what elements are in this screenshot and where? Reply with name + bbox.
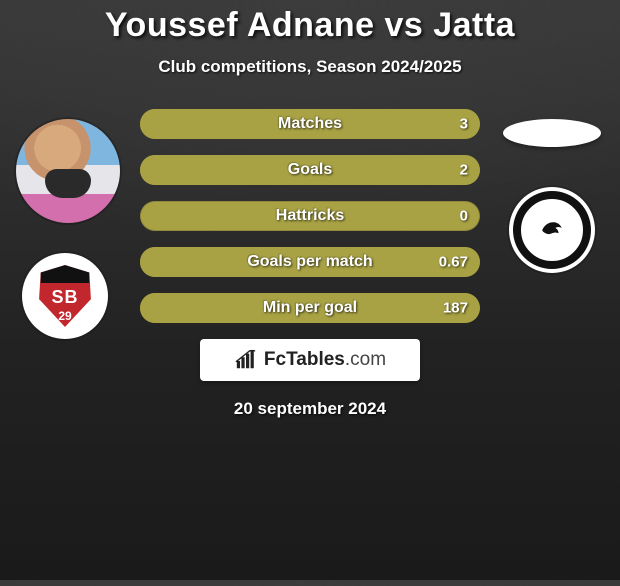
brand-text: FcTables.com <box>264 349 386 371</box>
bar-chart-icon <box>234 349 258 371</box>
left-club-code: SB <box>38 287 92 308</box>
right-club-badge <box>509 187 595 273</box>
left-player-column: SB 29 <box>8 109 128 339</box>
left-club-shield-icon: SB 29 <box>38 265 92 327</box>
stat-label: Matches <box>278 115 342 133</box>
brand-suffix: .com <box>345 349 386 370</box>
stat-row: Min per goal 187 <box>140 293 480 323</box>
stat-row: Matches 3 <box>140 109 480 139</box>
stat-rows: Matches 3 Goals 2 Hattricks 0 Goals per match 0… <box>140 109 480 323</box>
left-club-badge: SB 29 <box>22 253 108 339</box>
right-player-photo <box>503 119 601 147</box>
stat-row: Goals 2 <box>140 155 480 185</box>
brand-box: FcTables.com <box>200 339 420 381</box>
stat-label: Goals per match <box>247 253 372 271</box>
page-subtitle: Club competitions, Season 2024/2025 <box>0 57 620 77</box>
stat-row: Hattricks 0 <box>140 201 480 231</box>
stat-value-right: 187 <box>443 300 468 317</box>
stat-label: Min per goal <box>263 299 357 317</box>
left-player-photo <box>16 119 120 223</box>
page-title: Youssef Adnane vs Jatta <box>0 6 620 45</box>
comparison-panel: SB 29 Matches 3 Goals 2 Hattricks 0 Goals per … <box>0 109 620 381</box>
stat-label: Goals <box>288 161 332 179</box>
stat-value-right: 3 <box>460 116 468 133</box>
brand-main: FcTables <box>264 349 345 370</box>
stat-value-right: 2 <box>460 162 468 179</box>
stat-value-right: 0 <box>460 208 468 225</box>
right-club-inner-icon <box>530 208 574 252</box>
right-player-column <box>492 109 612 273</box>
panther-icon <box>539 217 565 243</box>
left-club-number: 29 <box>38 309 92 323</box>
stat-row: Goals per match 0.67 <box>140 247 480 277</box>
stat-label: Hattricks <box>276 207 344 225</box>
stat-value-right: 0.67 <box>439 254 468 271</box>
page-date: 20 september 2024 <box>0 399 620 419</box>
